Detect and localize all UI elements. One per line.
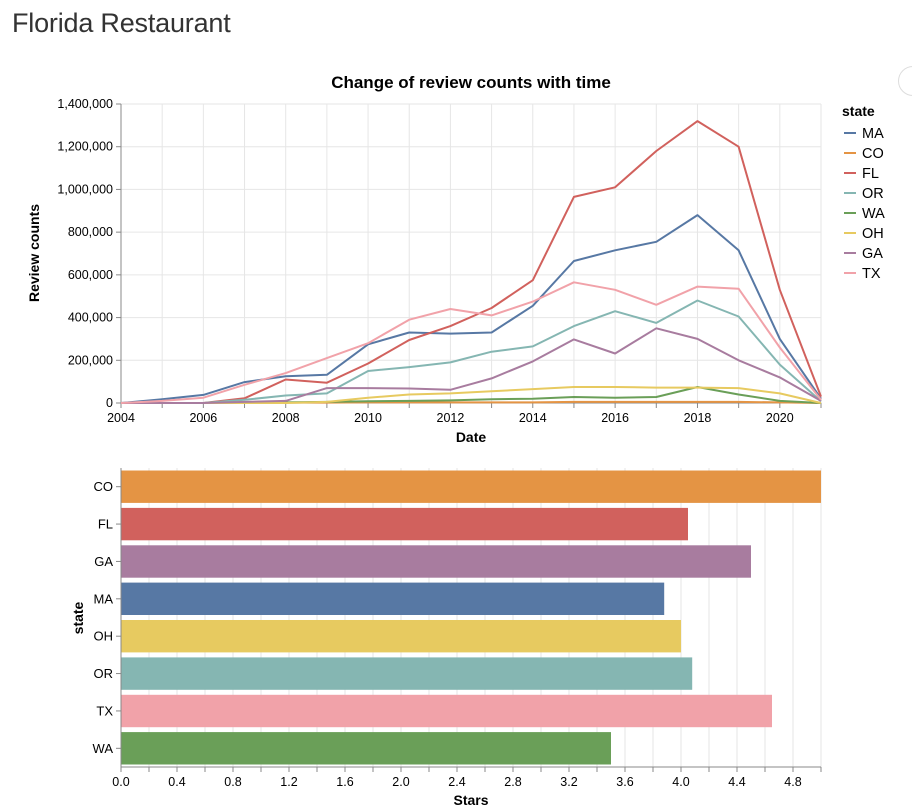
x-tick-label: 2004 [107,411,135,425]
y-tick-label: 0 [106,396,113,410]
line-chart-title: Change of review counts with time [331,73,611,92]
series-line-ga[interactable] [121,327,822,404]
bar-y-axis-label: state [70,601,86,634]
series-line-fl[interactable] [121,120,822,404]
legend-label-co[interactable]: CO [862,146,884,162]
bar-category-label: FL [98,517,113,532]
y-tick-label: 400,000 [68,311,113,325]
bar-category-label: OH [94,629,114,644]
series-line-ma[interactable] [120,214,822,404]
bar-category-label: WA [93,741,114,756]
bar-x-tick-label: 0.0 [112,775,129,789]
bar-category-label: CO [94,479,114,494]
x-tick-label: 2020 [766,411,794,425]
bar-x-tick-label: 1.2 [280,775,297,789]
line-chart: Change of review counts with time 0 200,0… [26,73,885,445]
bar-x-tick-label: 3.6 [616,775,633,789]
y-tick-label: 1,400,000 [57,97,113,111]
legend-label-fl[interactable]: FL [862,166,879,182]
page-title: Florida Restaurant [12,8,231,38]
bar-x-tick-label: 0.4 [168,775,185,789]
x-tick-label: 2010 [354,411,382,425]
legend-label-tx[interactable]: TX [862,266,881,282]
series-line-or[interactable] [121,299,822,404]
bar-or[interactable] [121,657,693,690]
x-tick-label: 2014 [519,411,547,425]
y-tick-label: 800,000 [68,225,113,239]
legend-title: state [842,103,875,119]
bar-co[interactable] [121,470,821,503]
series-line-tx[interactable] [120,281,822,404]
bar-category-label: MA [94,591,114,606]
bar-wa[interactable] [121,732,611,765]
bar-tx[interactable] [121,694,772,728]
y-axis-label: Review counts [26,204,42,302]
x-tick-label: 2006 [189,411,217,425]
bar-category-label: GA [94,554,113,569]
bar-x-tick-label: 2.4 [448,775,465,789]
y-tick-label: 1,000,000 [57,182,113,196]
bar-ma[interactable] [121,582,665,615]
bar-oh[interactable] [121,620,681,653]
legend-label-wa[interactable]: WA [862,206,885,222]
bar-x-tick-label: 2.0 [392,775,409,789]
legend-label-ga[interactable]: GA [862,246,883,262]
x-axis-label: Date [456,429,487,445]
legend-label-or[interactable]: OR [862,186,884,202]
bar-category-label: TX [96,703,113,718]
x-tick-label: 2012 [437,411,465,425]
x-tick-label: 2018 [684,411,712,425]
y-tick-label: 200,000 [68,353,113,367]
bar-x-tick-label: 0.8 [224,775,241,789]
bar-x-tick-label: 2.8 [504,775,521,789]
bar-fl[interactable] [121,507,688,541]
bar-x-tick-label: 4.8 [784,775,801,789]
bar-x-tick-label: 4.4 [728,775,745,789]
bar-x-tick-label: 4.0 [672,775,689,789]
bar-category-label: OR [94,666,114,681]
x-tick-label: 2016 [601,411,629,425]
legend-label-oh[interactable]: OH [862,226,884,242]
x-tick-label: 2008 [272,411,300,425]
bar-ga[interactable] [121,545,751,578]
bar-x-tick-label: 3.2 [560,775,577,789]
bar-x-axis-label: Stars [453,792,488,808]
y-tick-label: 1,200,000 [57,140,113,154]
legend-label-ma[interactable]: MA [862,126,884,142]
bar-x-tick-label: 1.6 [336,775,353,789]
y-tick-label: 600,000 [68,268,113,282]
